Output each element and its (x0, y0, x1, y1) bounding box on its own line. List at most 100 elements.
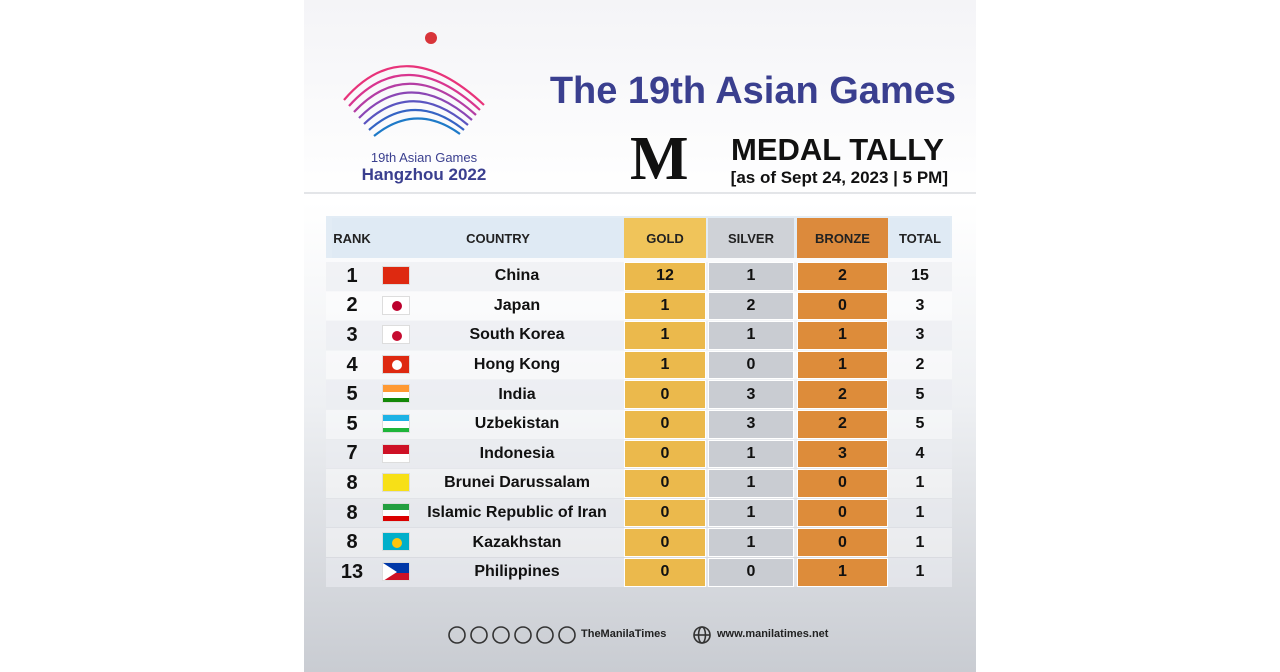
flag (382, 473, 410, 493)
country: China (494, 267, 540, 285)
silver: 1 (708, 262, 794, 291)
country: Hong Kong (473, 356, 561, 374)
silver: 2 (708, 291, 794, 321)
flag-part (383, 398, 409, 403)
gold: 0 (624, 469, 706, 498)
flag-part (383, 516, 409, 521)
silver: 1 (708, 469, 794, 498)
flag-part (392, 301, 402, 312)
bronze: 1 (797, 321, 888, 350)
rank: 7 (346, 442, 358, 465)
total: 5 (915, 415, 925, 433)
flag-part (383, 427, 409, 432)
flag (382, 532, 410, 552)
column-header: BRONZE (797, 218, 888, 258)
rank: 2 (346, 294, 358, 317)
bronze: 3 (797, 439, 888, 469)
flag-part (383, 444, 409, 455)
bronze: 2 (797, 262, 888, 291)
rank: 13 (340, 560, 364, 583)
footer-icons (448, 626, 711, 644)
silver: 1 (708, 528, 794, 557)
flag-part (383, 503, 409, 511)
total: 1 (915, 474, 925, 492)
flag-part (383, 454, 409, 462)
column-header: COUNTRY (372, 218, 624, 258)
rank: 8 (346, 471, 358, 494)
total: 15 (911, 267, 929, 285)
column-header: RANK (332, 218, 372, 258)
silver: 1 (708, 498, 794, 528)
total: 3 (915, 296, 925, 314)
silver: 3 (708, 380, 794, 409)
flag-part (392, 330, 402, 341)
flag (382, 562, 410, 581)
gold: 0 (624, 380, 706, 409)
bronze: 0 (797, 528, 888, 557)
flag (382, 325, 410, 345)
flag (382, 354, 410, 374)
flag (382, 414, 410, 433)
masthead-logo: M (630, 125, 689, 193)
gold: 0 (624, 498, 706, 528)
country: South Korea (469, 326, 565, 344)
country: Brunei Darussalam (444, 474, 590, 492)
flag (382, 295, 410, 315)
silver: 3 (708, 410, 794, 439)
total: 2 (915, 356, 925, 374)
gold: 0 (624, 410, 706, 439)
gold: 0 (624, 558, 706, 587)
rank: 8 (346, 501, 358, 524)
gold: 0 (624, 439, 706, 469)
gold: 1 (624, 350, 706, 380)
bronze: 0 (797, 291, 888, 321)
total: 1 (915, 533, 925, 551)
total: 3 (915, 326, 925, 344)
gold: 1 (624, 291, 706, 321)
medal-table: RANK COUNTRY GOLD SILVER BRONZE TOTAL 1 China 12… (304, 0, 976, 672)
gold: 0 (624, 528, 706, 557)
subtitle: MEDAL TALLY (731, 132, 944, 167)
flag-part (383, 563, 397, 580)
flag-part (392, 360, 402, 371)
rank: 5 (346, 383, 358, 406)
logo-arcs (343, 65, 485, 137)
total: 4 (915, 444, 925, 462)
flag (382, 384, 410, 404)
bronze: 0 (797, 498, 888, 528)
bronze: 2 (797, 410, 888, 439)
logo-sun (425, 32, 437, 44)
title: The 19th Asian Games (549, 70, 956, 112)
bronze: 0 (797, 469, 888, 498)
silver: 0 (708, 350, 794, 380)
rank: 1 (346, 264, 358, 287)
silver: 0 (708, 558, 794, 587)
logo-graphic (304, 32, 976, 194)
country: Philippines (474, 563, 560, 581)
column-header: SILVER (708, 218, 794, 258)
footer-website: www.manilatimes.net (717, 628, 829, 640)
total: 1 (915, 504, 925, 522)
column-header: GOLD (624, 218, 706, 258)
flag-part (383, 421, 409, 429)
flag-part (383, 510, 409, 517)
flag (382, 266, 410, 285)
silver: 1 (708, 439, 794, 469)
logo-text: Hangzhou 2022 (361, 165, 487, 184)
column-header: TOTAL (890, 218, 950, 258)
flag-part (383, 385, 409, 393)
silver: 1 (708, 321, 794, 350)
bronze: 1 (797, 558, 888, 587)
rank: 4 (346, 353, 358, 376)
rank: 5 (346, 412, 358, 435)
country: India (498, 385, 536, 403)
rank: 8 (346, 531, 358, 554)
total: 5 (915, 385, 925, 403)
bronze: 2 (797, 380, 888, 409)
country: Uzbekistan (474, 415, 560, 433)
country: Indonesia (479, 444, 555, 462)
flag-part (383, 391, 409, 399)
rank: 3 (346, 323, 358, 346)
flag-part (392, 537, 402, 548)
